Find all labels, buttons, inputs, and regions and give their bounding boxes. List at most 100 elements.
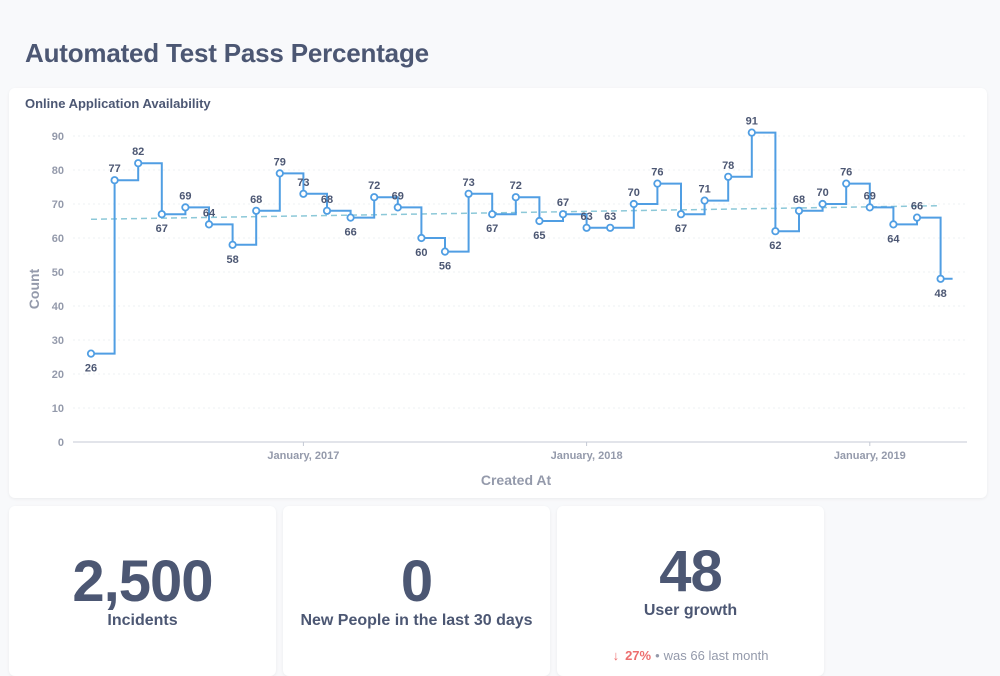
data-point [676, 210, 686, 219]
incidents-card[interactable]: 2,500 Incidents [9, 506, 276, 676]
arrow-down-icon: ↓ [612, 648, 620, 663]
data-point [794, 206, 804, 215]
data-label: 66 [911, 201, 923, 213]
data-point [322, 206, 332, 215]
data-label: 76 [651, 167, 663, 179]
data-point [370, 193, 379, 202]
trend-percent: 27% [625, 648, 652, 663]
data-label: 62 [769, 240, 781, 252]
data-label: 64 [203, 207, 216, 219]
data-point [582, 223, 591, 232]
data-label: 68 [250, 194, 262, 206]
trend-separator: • [655, 648, 660, 663]
data-point [204, 220, 214, 229]
x-tick-label: January, 2017 [267, 450, 339, 462]
data-point [511, 193, 520, 202]
data-point [299, 189, 308, 198]
data-label: 69 [179, 190, 191, 202]
trend-comparison: was 66 last month [663, 648, 769, 663]
data-point [842, 179, 851, 188]
data-label: 67 [557, 197, 569, 209]
data-label: 48 [934, 288, 946, 300]
user-growth-card[interactable]: 48 User growth ↓ 27% • was 66 last month [557, 506, 824, 676]
data-label: 68 [793, 194, 805, 206]
new-people-label[interactable]: New People in the last 30 days [300, 612, 533, 629]
series-step-line [91, 131, 953, 355]
y-tick-label: 0 [58, 437, 64, 449]
data-point [181, 203, 190, 212]
data-point [417, 233, 426, 243]
chart-card[interactable]: 0 10 20 30 40 50 60 70 80 90 January, 2017 January,… [9, 88, 987, 498]
incidents-value: 2,500 [72, 549, 213, 614]
y-tick-label: 50 [52, 267, 64, 279]
data-label: 70 [628, 187, 640, 199]
data-point [912, 213, 922, 222]
x-axis-label: Created At [481, 472, 552, 488]
data-label: 73 [462, 177, 474, 189]
y-tick-label: 40 [52, 301, 64, 313]
data-label: 58 [226, 254, 238, 266]
data-label: 63 [580, 211, 592, 223]
user-growth-trend: ↓ 27% • was 66 last month [557, 648, 824, 663]
data-point [936, 274, 945, 283]
data-label: 70 [816, 187, 828, 199]
data-label: 68 [321, 194, 333, 206]
data-point [535, 216, 544, 226]
new-people-card[interactable]: 0 New People in the last 30 days [283, 506, 550, 676]
data-label: 60 [415, 247, 427, 259]
data-point [464, 189, 473, 198]
y-tick-label: 60 [52, 233, 64, 245]
data-label: 71 [698, 184, 710, 196]
data-label: 72 [368, 180, 380, 192]
data-point [606, 223, 615, 232]
user-growth-label[interactable]: User growth [643, 602, 738, 619]
data-label: 79 [274, 156, 286, 168]
data-point [724, 172, 733, 181]
data-label: 63 [604, 211, 616, 223]
data-point [629, 199, 638, 209]
data-point [653, 179, 662, 188]
data-point [346, 213, 355, 222]
data-label: 69 [864, 190, 876, 202]
data-point [86, 349, 96, 358]
data-label: 77 [108, 163, 120, 175]
y-tick-label: 70 [52, 199, 64, 211]
new-people-value: 0 [400, 549, 433, 614]
y-tick-label: 80 [52, 165, 64, 177]
y-tick-label: 90 [52, 131, 64, 143]
data-label: 76 [840, 167, 852, 179]
data-point [558, 210, 568, 219]
data-label: 82 [132, 146, 144, 158]
data-label: 73 [297, 177, 309, 189]
x-tick-label: January, 2019 [834, 450, 906, 462]
data-point [889, 220, 898, 229]
y-tick-label: 20 [52, 369, 64, 381]
data-label: 72 [510, 180, 522, 192]
data-label: 66 [344, 227, 356, 239]
user-growth-value: 48 [659, 539, 723, 604]
data-point [747, 128, 756, 137]
data-point [275, 169, 284, 178]
data-point [818, 199, 827, 209]
data-label: 26 [85, 363, 97, 375]
y-tick-label: 10 [52, 403, 64, 415]
incidents-label[interactable]: Incidents [107, 612, 178, 629]
x-tick-label: January, 2018 [551, 450, 623, 462]
data-point [440, 247, 450, 256]
data-label: 67 [486, 223, 498, 235]
data-label: 67 [675, 223, 687, 235]
data-point [228, 240, 237, 249]
step-line-chart: 0 10 20 30 40 50 60 70 80 90 January, 2017 January,… [26, 116, 967, 488]
data-point [488, 210, 497, 219]
page-title: Automated Test Pass Percentage [25, 38, 429, 68]
data-point [700, 196, 709, 205]
data-point [865, 203, 874, 212]
data-label: 65 [533, 230, 545, 242]
data-point [393, 203, 402, 212]
data-point [252, 206, 261, 215]
data-point [157, 210, 166, 219]
data-label: 67 [156, 223, 168, 235]
chart-title[interactable]: Online Application Availability [25, 96, 211, 111]
data-label: 64 [887, 233, 900, 245]
y-tick-label: 30 [52, 335, 64, 347]
